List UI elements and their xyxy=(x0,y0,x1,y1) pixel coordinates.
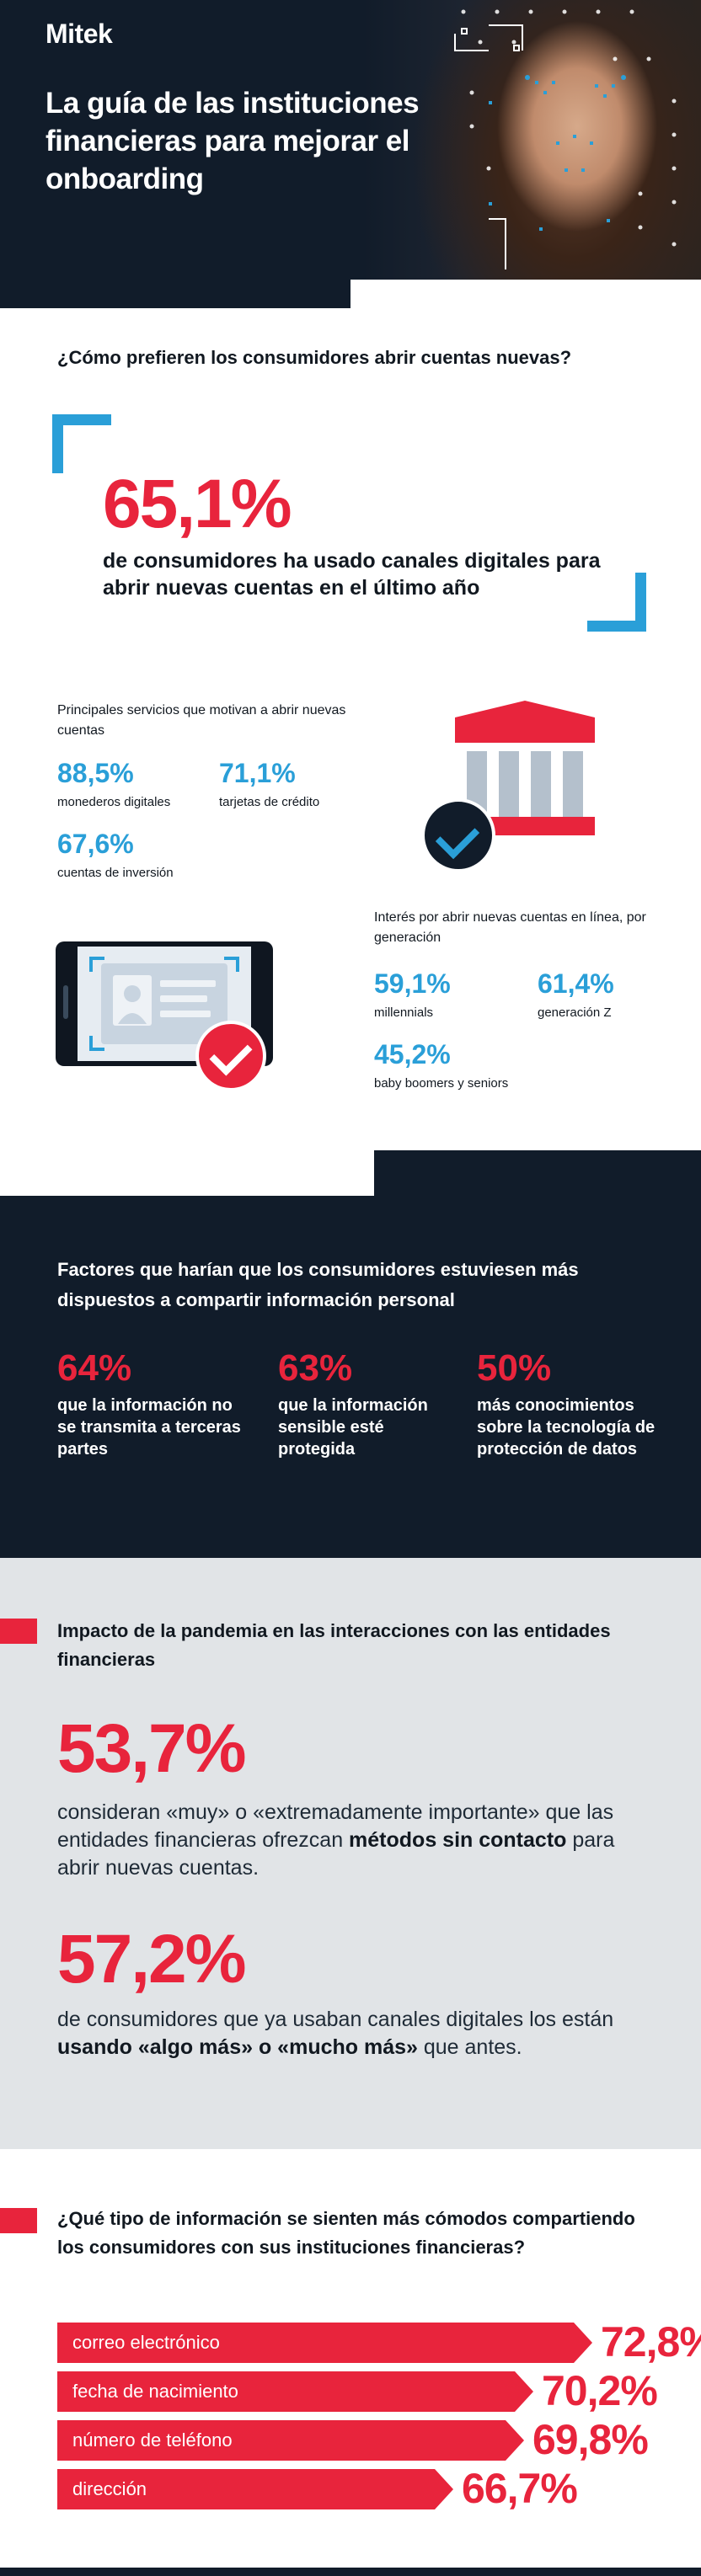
bar-value: 66,7% xyxy=(462,2465,578,2512)
scan-corner xyxy=(224,957,239,972)
bank-column xyxy=(531,751,551,817)
service-label: cuentas de inversión xyxy=(57,866,174,880)
bracket-top-left-icon xyxy=(52,414,111,473)
id-card xyxy=(101,963,227,1044)
id-line xyxy=(160,995,207,1002)
bracket-bottom-right-icon xyxy=(587,573,646,632)
desc-text: consideran «muy» o «extremadamente impor… xyxy=(57,1800,614,1852)
bar-label: número de teléfono xyxy=(72,2429,233,2451)
bar-email: correo electrónico xyxy=(57,2323,592,2363)
digital-channels-desc: de consumidores ha usado canales digital… xyxy=(103,549,601,600)
generation-label-item: baby boomers y seniors xyxy=(374,1076,509,1091)
mitek-logo: Mitek xyxy=(45,19,113,49)
service-stat: 71,1% xyxy=(219,758,296,788)
pandemic-section xyxy=(0,1558,701,2149)
generation-label-item: millennials xyxy=(374,1005,434,1020)
phone-speaker xyxy=(63,985,68,1019)
info-sharing-title: ¿Qué tipo de información se sienten más … xyxy=(57,2208,635,2258)
id-line xyxy=(160,980,216,987)
bank-column xyxy=(563,751,583,817)
person-icon xyxy=(118,985,147,1024)
desc-bold: métodos sin contacto xyxy=(349,1828,567,1852)
desc-text: que antes. xyxy=(417,2035,522,2059)
section-marker xyxy=(0,2208,37,2233)
desc-text: para abrir nuevas cuentas. xyxy=(57,1828,615,1880)
bar-label: correo electrónico xyxy=(72,2332,220,2353)
factor-label: que la información no se transmita a ter… xyxy=(57,1396,241,1459)
contactless-stat: 53,7% xyxy=(57,1710,247,1787)
generation-stat: 59,1% xyxy=(374,968,451,999)
checkmark-icon xyxy=(195,1021,266,1091)
section-marker xyxy=(0,1619,37,1644)
id-photo xyxy=(113,975,152,1026)
checkmark-icon xyxy=(421,798,495,872)
scan-corner xyxy=(89,957,104,972)
factor-stat: 63% xyxy=(278,1347,353,1389)
service-stat: 67,6% xyxy=(57,829,134,859)
services-label: Principales servicios que motivan a abri… xyxy=(57,703,346,738)
section-corner-cut xyxy=(0,1150,374,1196)
footer-strip xyxy=(0,2568,701,2576)
desc-bold: usando «algo más» o «mucho más» xyxy=(57,2035,418,2059)
phone-id-scan-icon xyxy=(56,941,273,1066)
digital-channels-stat: 65,1% xyxy=(103,466,292,542)
bar-value: 72,8% xyxy=(601,2318,701,2365)
hero-banner: Mitek La guía de las instituciones finan… xyxy=(0,0,701,308)
factor-stat: 64% xyxy=(57,1347,132,1389)
bar-label: fecha de nacimiento xyxy=(72,2381,238,2402)
factors-section xyxy=(0,1150,701,1558)
section-question: ¿Cómo prefieren los consumidores abrir c… xyxy=(57,347,572,368)
generation-label-item: generación Z xyxy=(538,1005,612,1020)
factor-stat: 50% xyxy=(477,1347,552,1389)
woman-face-photo xyxy=(362,0,701,308)
factor-label: más conocimientos sobre la tecnología de… xyxy=(477,1396,656,1459)
pandemic-title: Impacto de la pandemia en las interaccio… xyxy=(57,1620,611,1670)
bar-address: dirección xyxy=(57,2469,453,2509)
page-title: La guía de las instituciones financieras… xyxy=(45,87,420,195)
id-line xyxy=(160,1011,211,1017)
factor-label: que la información sensible esté protegi… xyxy=(278,1396,428,1459)
bank-roof xyxy=(455,701,595,743)
scan-corner xyxy=(89,1036,104,1051)
bar-phone: número de teléfono xyxy=(57,2420,524,2461)
service-label: monederos digitales xyxy=(57,795,171,809)
generation-stat: 61,4% xyxy=(538,968,614,999)
desc-text: de consumidores que ya usaban canales di… xyxy=(57,2008,614,2031)
bank-column xyxy=(499,751,519,817)
factors-title: Factores que harían que los consumidores… xyxy=(57,1259,579,1310)
bar-birthdate: fecha de nacimiento xyxy=(57,2371,533,2412)
digital-usage-desc: de consumidores que ya usaban canales di… xyxy=(57,2006,630,2061)
service-stat: 88,5% xyxy=(57,758,134,788)
contactless-desc: consideran «muy» o «extremadamente impor… xyxy=(57,1799,630,1882)
bar-value: 70,2% xyxy=(542,2367,658,2414)
bar-value: 69,8% xyxy=(532,2416,649,2463)
bar-label: dirección xyxy=(72,2478,147,2499)
header-corner-cut xyxy=(350,280,701,308)
generation-stat: 45,2% xyxy=(374,1039,451,1069)
face-scan-overlay-icon xyxy=(454,9,677,269)
phone-screen xyxy=(78,947,251,1061)
generation-label: Interés por abrir nuevas cuentas en líne… xyxy=(374,910,646,945)
digital-usage-stat: 57,2% xyxy=(57,1921,247,1997)
service-label: tarjetas de crédito xyxy=(219,795,320,809)
